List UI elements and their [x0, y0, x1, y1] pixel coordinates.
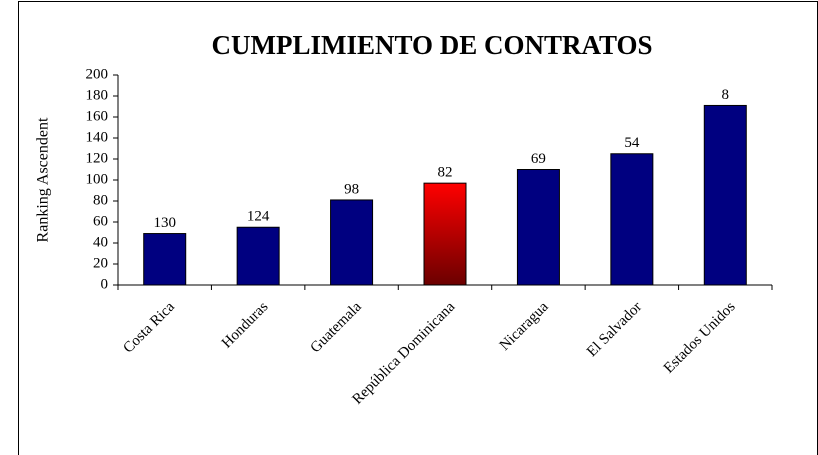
- rank-label: 98: [344, 181, 359, 197]
- y-tick-label: 160: [86, 108, 109, 124]
- y-tick-label: 140: [86, 129, 109, 145]
- bar: [143, 233, 187, 286]
- bar: [330, 199, 374, 286]
- y-tick-label: 60: [93, 213, 108, 229]
- rank-label: 130: [153, 215, 176, 231]
- y-tick-label: 180: [86, 87, 109, 103]
- y-tick-label: 20: [93, 255, 108, 271]
- bar: [516, 169, 560, 286]
- bar: [703, 104, 747, 286]
- y-tick-label: 0: [101, 276, 109, 292]
- y-tick-label: 100: [86, 171, 109, 187]
- bar: [610, 153, 654, 286]
- rank-label: 124: [247, 209, 270, 225]
- bar: [423, 182, 467, 286]
- rank-label: 54: [624, 135, 640, 151]
- y-axis-label: Ranking Ascendent: [35, 117, 52, 242]
- chart-frame: [18, 1, 818, 455]
- bar: [236, 226, 280, 286]
- y-tick-label: 80: [93, 192, 108, 208]
- rank-label: 8: [722, 87, 730, 103]
- y-tick-label: 40: [93, 234, 108, 250]
- rank-label: 82: [438, 165, 453, 181]
- y-tick-label: 120: [86, 150, 109, 166]
- y-tick-label: 200: [86, 66, 109, 82]
- rank-label: 69: [531, 151, 546, 167]
- chart-title: CUMPLIMIENTO DE CONTRATOS: [211, 30, 652, 60]
